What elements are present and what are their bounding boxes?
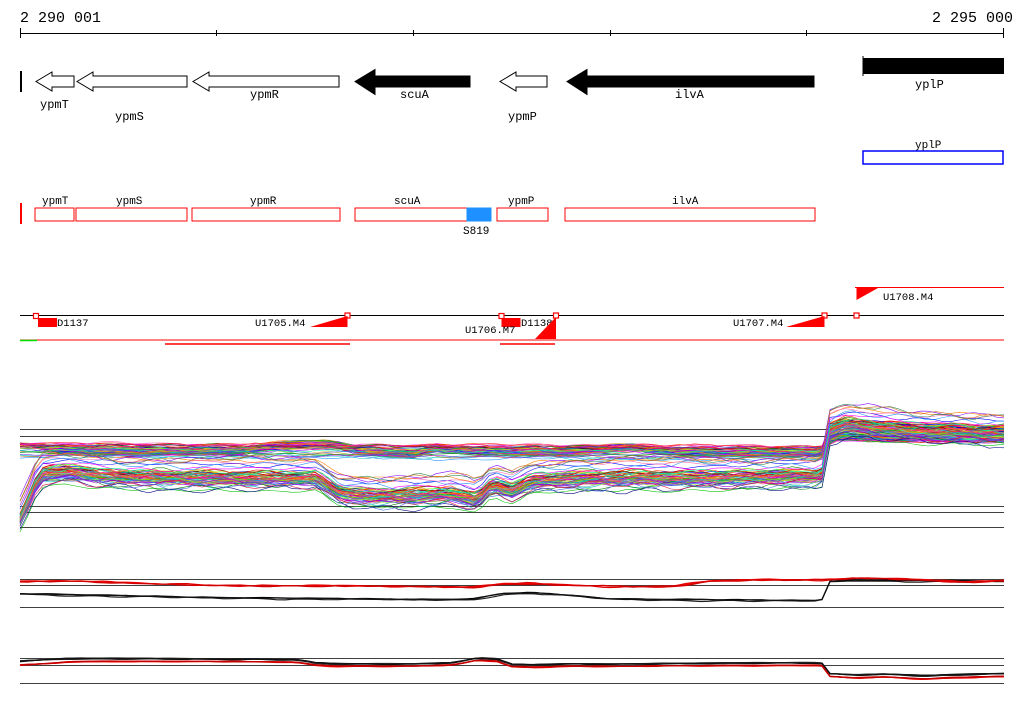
svg-text:ypmT: ypmT <box>42 196 69 208</box>
svg-text:2 290 001: 2 290 001 <box>20 10 101 27</box>
svg-text:yplP: yplP <box>915 140 942 152</box>
svg-text:yplP: yplP <box>915 78 944 92</box>
svg-text:ypmP: ypmP <box>508 196 535 208</box>
svg-text:ilvA: ilvA <box>675 88 705 102</box>
svg-text:scuA: scuA <box>400 88 430 102</box>
svg-text:ypmS: ypmS <box>115 110 144 124</box>
svg-text:S819: S819 <box>463 226 489 238</box>
svg-text:ypmR: ypmR <box>250 196 277 208</box>
svg-text:U1705.M4: U1705.M4 <box>255 318 305 330</box>
svg-text:D1137: D1137 <box>57 318 89 330</box>
svg-text:scuA: scuA <box>394 196 421 208</box>
svg-text:U1708.M4: U1708.M4 <box>883 292 933 304</box>
svg-text:ypmP: ypmP <box>508 110 537 124</box>
svg-text:ypmS: ypmS <box>116 196 143 208</box>
svg-text:ypmT: ypmT <box>40 98 69 112</box>
svg-text:U1706.M7: U1706.M7 <box>465 325 515 337</box>
svg-text:U1707.M4: U1707.M4 <box>733 318 783 330</box>
svg-text:ilvA: ilvA <box>672 196 699 208</box>
svg-text:ypmR: ypmR <box>250 88 279 102</box>
svg-text:2 295 000: 2 295 000 <box>932 10 1013 27</box>
